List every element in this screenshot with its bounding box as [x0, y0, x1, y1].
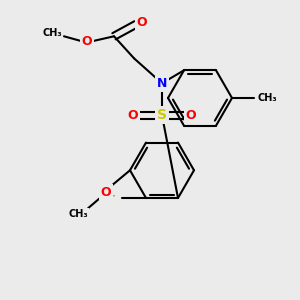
Text: O: O [82, 35, 92, 48]
Text: O: O [137, 16, 147, 29]
Text: CH₃: CH₃ [68, 209, 88, 219]
Text: CH₃: CH₃ [42, 28, 62, 38]
Text: S: S [157, 108, 167, 122]
Text: CH₃: CH₃ [257, 93, 277, 103]
Text: O: O [101, 186, 111, 199]
Text: O: O [128, 109, 138, 122]
Text: Br: Br [101, 193, 115, 203]
Text: N: N [157, 77, 167, 90]
Text: O: O [186, 109, 196, 122]
